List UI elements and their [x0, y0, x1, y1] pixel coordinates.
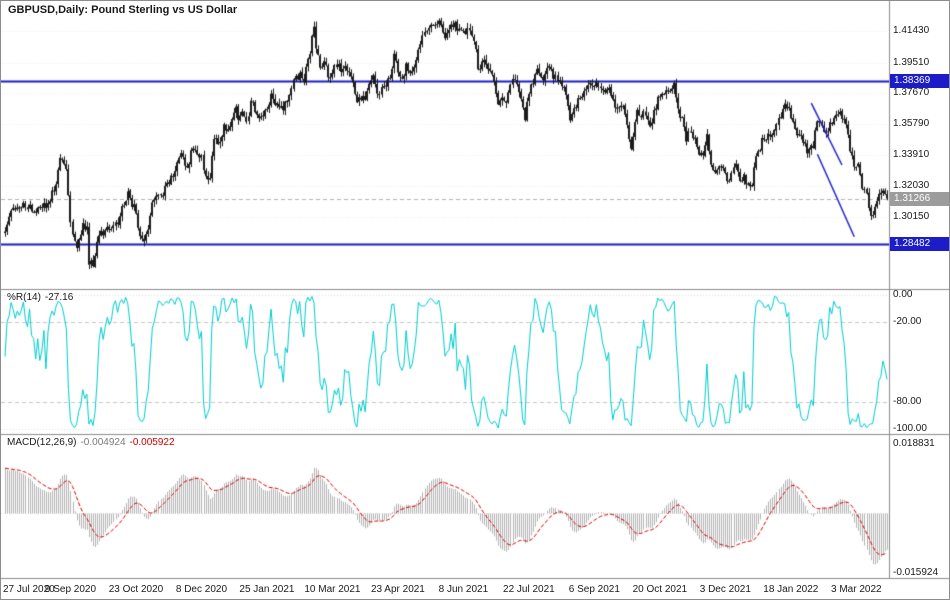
date-label: 3 Mar 2022 [831, 584, 882, 595]
date-label: 8 Dec 2020 [175, 584, 228, 595]
wpr-indicator-label: %R(14) -27.16 [7, 292, 77, 303]
wpr-axis-label: -80.00 [893, 396, 922, 407]
macd-indicator-label: MACD(12,26,9) -0.004924 -0.005922 [7, 437, 179, 448]
date-label: 10 Mar 2021 [304, 584, 361, 595]
hline-price-tag[interactable]: 1.38369 [890, 74, 949, 88]
macd-main-value: -0.004924 [80, 437, 126, 448]
wpr-label: %R(14) [7, 292, 41, 303]
chart-title-text: GBPUSD,Daily: Pound Sterling vs US Dolla… [8, 4, 238, 16]
price-axis-label: 1.35790 [893, 118, 930, 129]
price-axis-label: 1.30150 [893, 211, 930, 222]
wpr-axis[interactable]: 0.00 -20.00 -80.00 -100.00 [890, 289, 949, 434]
price-axis-label: 1.32030 [893, 180, 930, 191]
date-label: 9 Sep 2020 [44, 584, 97, 595]
wpr-axis-label: -100.00 [893, 423, 927, 434]
date-label: 18 Jan 2022 [763, 584, 819, 595]
date-label: 22 Jul 2021 [503, 584, 555, 595]
macd-signal-value: -0.005922 [129, 437, 175, 448]
macd-axis-label-max: 0.018831 [893, 438, 935, 449]
date-label: 3 Dec 2021 [699, 584, 751, 595]
price-axis-label: 1.33910 [893, 149, 930, 160]
date-label: 23 Oct 2020 [108, 584, 164, 595]
chart-title: GBPUSD,Daily: Pound Sterling vs US Dolla… [8, 4, 237, 16]
date-label: 27 Jul 2020 [3, 584, 55, 595]
date-label: 6 Sep 2021 [568, 584, 620, 595]
price-axis[interactable]: 1.41430 1.39510 1.37670 1.35790 1.33910 1.320… [890, 1, 949, 289]
time-axis[interactable]: 27 Jul 2020 9 Sep 2020 23 Oct 2020 8 Dec 20… [1, 579, 949, 599]
hline-price-tag[interactable]: 1.28482 [890, 237, 949, 251]
price-axis-label: 1.39510 [893, 57, 930, 68]
date-label: 23 Apr 2021 [370, 584, 425, 595]
date-label: 25 Jan 2021 [239, 584, 295, 595]
price-axis-label: 1.37670 [893, 87, 930, 98]
price-axis-label: 1.41430 [893, 25, 930, 36]
macd-label: MACD(12,26,9) [7, 437, 77, 448]
wpr-axis-label: 0.00 [893, 289, 913, 300]
wpr-value: -27.16 [44, 292, 74, 303]
wpr-axis-label: -20.00 [893, 316, 922, 327]
current-price-tag: 1.31266 [890, 192, 949, 206]
macd-axis[interactable]: 0.018831 -0.015924 [890, 434, 949, 579]
date-label: 20 Oct 2021 [632, 584, 688, 595]
macd-axis-label-min: -0.015924 [893, 567, 939, 578]
date-label: 8 Jun 2021 [438, 584, 489, 595]
